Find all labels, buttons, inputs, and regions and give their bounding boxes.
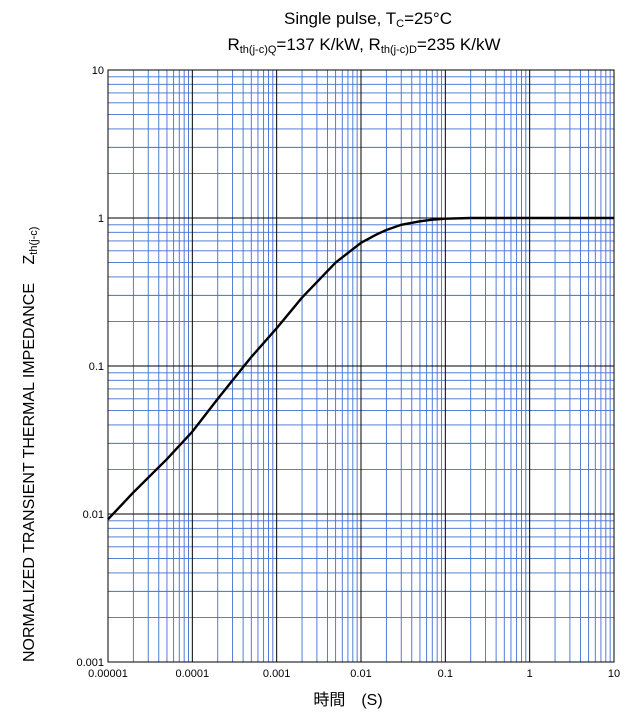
y-tick-label: 0.1: [89, 361, 104, 373]
x-tick-label: 0.1: [438, 668, 453, 680]
x-tick-label: 0.0001: [176, 668, 210, 680]
plot-frame: [107, 69, 615, 663]
x-axis-title: 時間 (S): [313, 691, 382, 709]
x-tick-label: 0.001: [263, 668, 291, 680]
y-axis-title-sub: th(j-c): [28, 227, 40, 255]
title-line2-sub1: th(j-c)Q: [240, 44, 277, 56]
x-tick-label: 1: [527, 668, 533, 680]
chart-title-line1: Single pulse, TC=25°C: [284, 9, 452, 30]
y-tick-label: 0.01: [83, 509, 104, 521]
y-axis-title: NORMALIZED TRANSIENT THERMAL IMPEDANCE Z…: [21, 227, 40, 662]
title-line1-text: Single pulse, T: [284, 9, 396, 28]
series-layer: [107, 216, 614, 521]
grid-layer: [107, 69, 615, 663]
title-line2-sub2: th(j-c)D: [381, 44, 417, 56]
x-tick-label: 0.01: [350, 668, 371, 680]
title-line2-end: =235 K/kW: [417, 35, 501, 54]
x-tick-label: 10: [608, 668, 620, 680]
series-line: [107, 216, 614, 521]
title-line2-mid: =137 K/kW, R: [276, 35, 380, 54]
y-axis-title-z: Z: [21, 255, 38, 265]
title-line1-rest: =25°C: [404, 9, 452, 28]
x-tick-label: 0.00001: [88, 668, 128, 680]
title-line1-sub: C: [396, 18, 404, 30]
y-axis-title-gap: [21, 269, 38, 273]
y-tick-label: 0.001: [76, 657, 104, 669]
title-line2-r1: R: [227, 35, 239, 54]
chart-title-line2: Rth(j-c)Q=137 K/kW, Rth(j-c)D=235 K/kW: [227, 35, 500, 56]
y-tick-label: 10: [92, 65, 104, 77]
y-axis-title-main: NORMALIZED TRANSIENT THERMAL IMPEDANCE: [21, 283, 38, 662]
y-tick-label: 1: [98, 213, 104, 225]
tick-layer: 0.00001 0.0001 0.001 0.01 0.1 1 10 0.001 0.01 0.1…: [76, 65, 620, 680]
